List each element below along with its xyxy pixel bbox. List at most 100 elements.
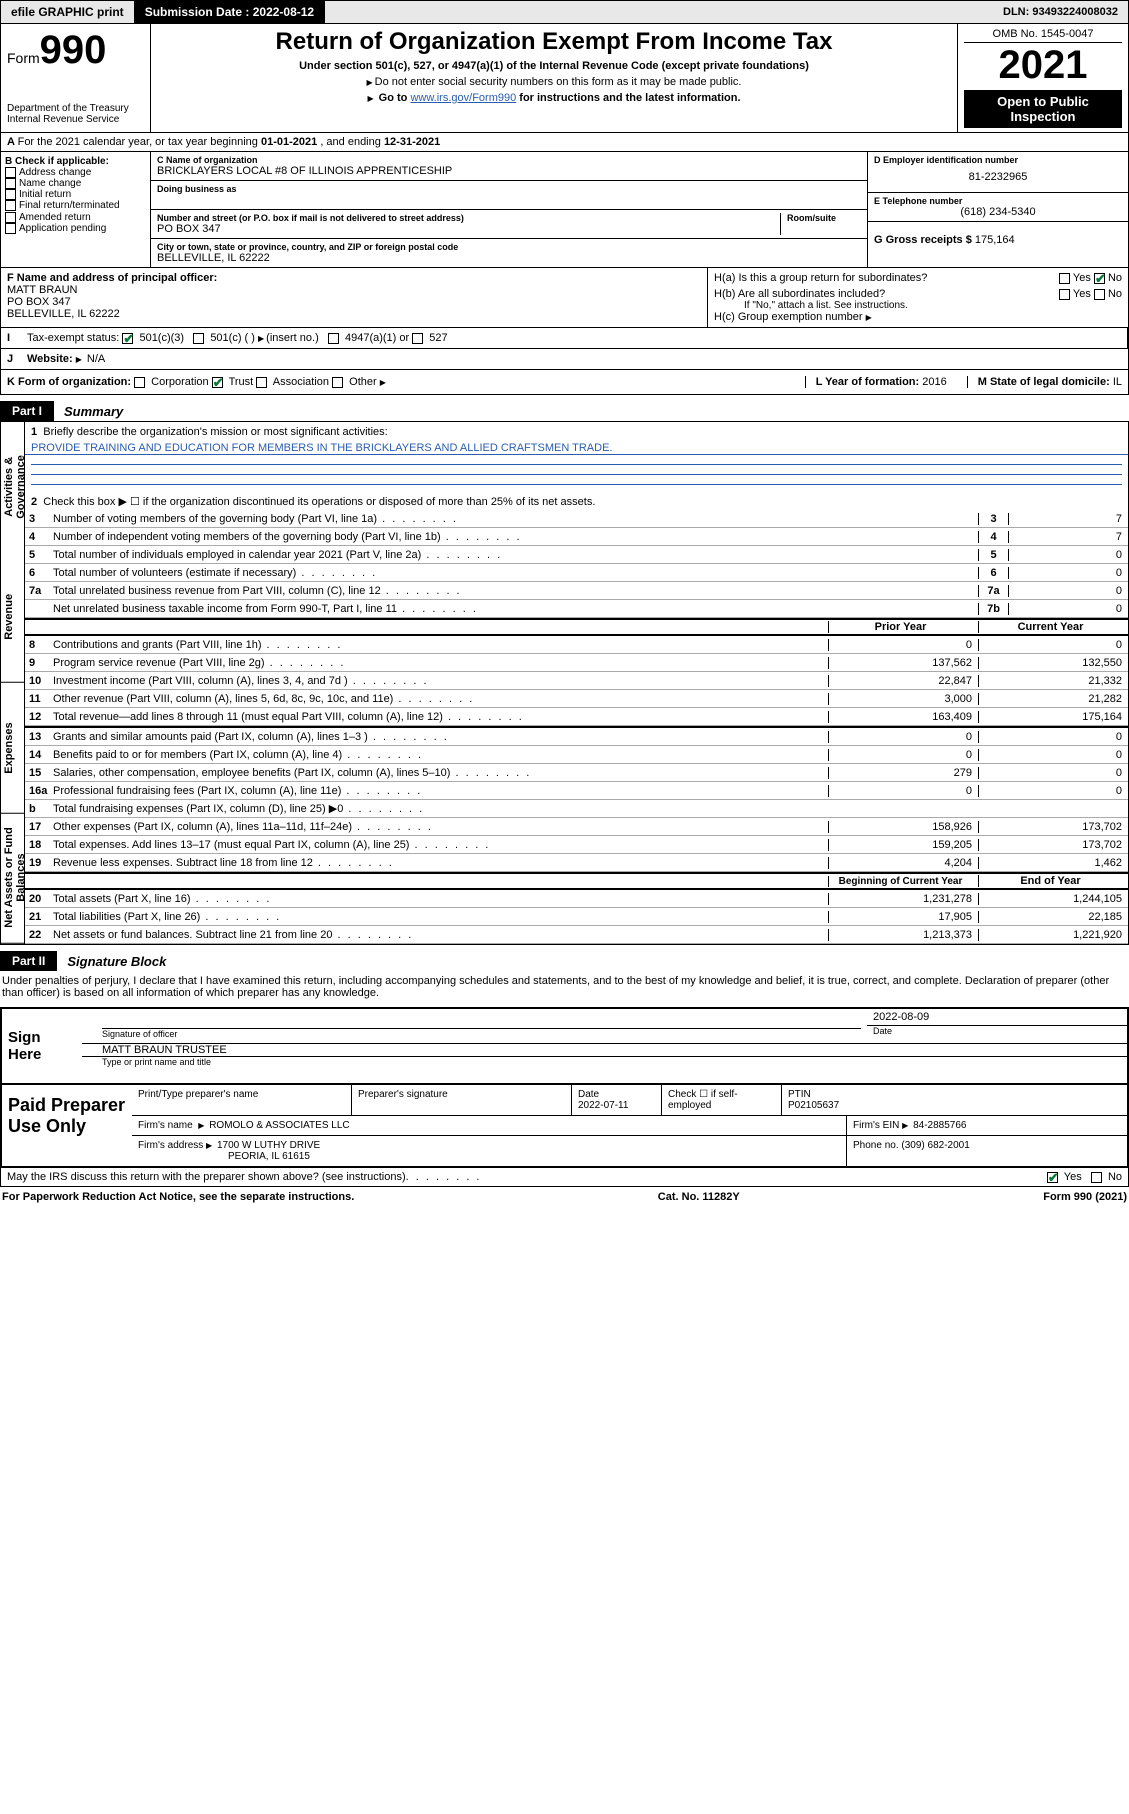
room-label: Room/suite [787,213,861,223]
i-insert: (insert no.) [266,332,319,344]
part1-header: Part I Summary [0,401,1129,421]
firm-ein-label: Firm's EIN [853,1120,899,1131]
efile-label[interactable]: efile GRAPHIC print [1,1,135,23]
sign-block: Sign Here Signature of officer 2022-08-0… [0,1007,1129,1085]
prep-date: 2022-07-11 [578,1100,628,1111]
org-addr: PO BOX 347 [157,223,774,235]
sign-here-label: Sign Here [2,1009,82,1083]
i-4947[interactable]: 4947(a)(1) or [345,332,409,344]
gross-label: G Gross receipts $ [874,234,975,246]
m-label: M State of legal domicile: [978,376,1113,388]
irs-link[interactable]: www.irs.gov/Form990 [410,92,516,104]
year-begin: 01-01-2021 [261,136,317,148]
summary-line: 19Revenue less expenses. Subtract line 1… [25,854,1128,872]
officer-printed: MATT BRAUN TRUSTEE [82,1044,1127,1057]
part2-tag: Part II [0,951,57,971]
row-f: F Name and address of principal officer:… [1,268,708,327]
chk-final[interactable]: Final return/terminated [19,201,120,212]
k-trust[interactable]: Trust [229,376,254,388]
line-a-mid: , and ending [320,136,384,148]
summary-line: 17Other expenses (Part IX, column (A), l… [25,818,1128,836]
summary-line: bTotal fundraising expenses (Part IX, co… [25,800,1128,818]
type-label: Type or print name and title [82,1057,1127,1067]
i-527[interactable]: 527 [429,332,447,344]
summary-line: 4Number of independent voting members of… [25,528,1128,546]
f-label: F Name and address of principal officer: [7,272,217,284]
col-b: B Check if applicable: Address change Na… [1,152,151,267]
ptin-label: PTIN [788,1089,811,1100]
summary-line: 12Total revenue—add lines 8 through 11 (… [25,708,1128,726]
chk-name[interactable]: Name change [19,178,81,189]
vtab-governance: Activities & Governance [1,422,24,552]
summary-line: 5Total number of individuals employed in… [25,546,1128,564]
summary-line: 8Contributions and grants (Part VIII, li… [25,636,1128,654]
domicile-state: IL [1113,376,1122,388]
sub1: Under section 501(c), 527, or 4947(a)(1)… [157,60,951,72]
summary-line: 10Investment income (Part VIII, column (… [25,672,1128,690]
chk-addr[interactable]: Address change [19,167,91,178]
summary-line: 16aProfessional fundraising fees (Part I… [25,782,1128,800]
firm-addr-label: Firm's address [138,1140,203,1151]
chk-init[interactable]: Initial return [19,189,71,200]
form-number: 990 [40,28,107,72]
firm-addr1: 1700 W LUTHY DRIVE [217,1140,320,1151]
self-emp-label: Check ☐ if self-employed [662,1085,782,1115]
firm-addr2: PEORIA, IL 61615 [138,1151,310,1162]
line-a-text: For the 2021 calendar year, or tax year … [18,136,261,148]
summary-line: 7aTotal unrelated business revenue from … [25,582,1128,600]
sig-officer-label: Signature of officer [82,1029,867,1039]
col-d: D Employer identification number 81-2232… [868,152,1128,267]
ein-label: D Employer identification number [874,155,1122,165]
k-other[interactable]: Other [349,376,377,388]
sub3: Go to www.irs.gov/Form990 for instructio… [157,92,951,104]
firm-label: Firm's name [138,1120,193,1131]
row-h: H(a) Is this a group return for subordin… [708,268,1128,327]
vtab-expenses: Expenses [1,683,24,814]
hb-no[interactable]: No [1108,288,1122,300]
vtab-assets: Net Assets or Fund Balances [1,813,24,944]
dln-value: 93493224008032 [1032,6,1118,18]
chk-amend[interactable]: Amended return [19,212,91,223]
firm-name: ROMOLO & ASSOCIATES LLC [209,1120,349,1131]
i-501c[interactable]: 501(c) ( ) [210,332,255,344]
hdr-current: Current Year [978,621,1128,633]
chk-app[interactable]: Application pending [19,223,106,234]
discuss-yes[interactable]: Yes [1064,1171,1082,1183]
ptin: P02105637 [788,1100,839,1111]
footer: For Paperwork Reduction Act Notice, see … [0,1187,1129,1207]
k-label: K Form of organization: [7,376,131,388]
paid-preparer-block: Paid Preparer Use Only Print/Type prepar… [0,1085,1129,1168]
summary-line: 18Total expenses. Add lines 13–17 (must … [25,836,1128,854]
addr-label: Number and street (or P.O. box if mail i… [157,213,774,223]
dba-label: Doing business as [157,184,861,194]
hdr-beginning: Beginning of Current Year [828,876,978,887]
summary-line: 13Grants and similar amounts paid (Part … [25,728,1128,746]
ha-yes[interactable]: Yes [1073,272,1091,284]
mission-text: PROVIDE TRAINING AND EDUCATION FOR MEMBE… [25,442,1128,455]
row-j: Website: N/A [21,349,1128,369]
prep-name-label: Print/Type preparer's name [132,1085,352,1115]
prep-date-label: Date [578,1089,599,1100]
summary-line: 11Other revenue (Part VIII, column (A), … [25,690,1128,708]
row-k: K Form of organization: Corporation Trus… [0,370,1129,395]
officer-addr1: PO BOX 347 [7,296,71,308]
footer-left: For Paperwork Reduction Act Notice, see … [2,1191,354,1203]
k-corp[interactable]: Corporation [151,376,208,388]
summary-line: 21Total liabilities (Part X, line 26)17,… [25,908,1128,926]
discuss-no[interactable]: No [1108,1171,1122,1183]
vertical-tabs: Activities & Governance Revenue Expenses… [1,422,25,944]
l-label: L Year of formation: [816,376,923,388]
year-end: 12-31-2021 [384,136,440,148]
summary-line: 22Net assets or fund balances. Subtract … [25,926,1128,944]
officer-addr2: BELLEVILLE, IL 62222 [7,308,120,320]
paid-title: Paid Preparer Use Only [2,1085,132,1166]
k-assoc[interactable]: Association [273,376,329,388]
part1-tag: Part I [0,401,54,421]
i-501c3[interactable]: 501(c)(3) [139,332,184,344]
ha-no[interactable]: No [1108,272,1122,284]
sub-label: Submission Date : [145,5,253,19]
part1-title: Summary [54,404,123,419]
hb-yes[interactable]: Yes [1073,288,1091,300]
discuss-question: May the IRS discuss this return with the… [7,1171,406,1183]
j-label: Website: [27,353,73,365]
